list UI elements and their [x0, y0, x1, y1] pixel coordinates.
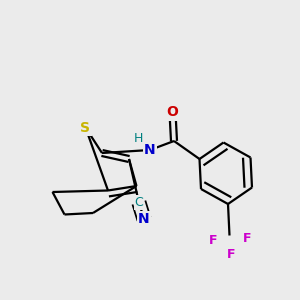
Text: S: S	[80, 121, 91, 134]
Text: N: N	[144, 143, 156, 157]
Text: F: F	[209, 233, 217, 247]
Text: O: O	[167, 106, 178, 119]
Text: C: C	[134, 196, 143, 209]
Text: F: F	[227, 248, 235, 262]
Text: F: F	[243, 232, 252, 245]
Text: H: H	[133, 131, 143, 145]
Text: N: N	[138, 212, 150, 226]
